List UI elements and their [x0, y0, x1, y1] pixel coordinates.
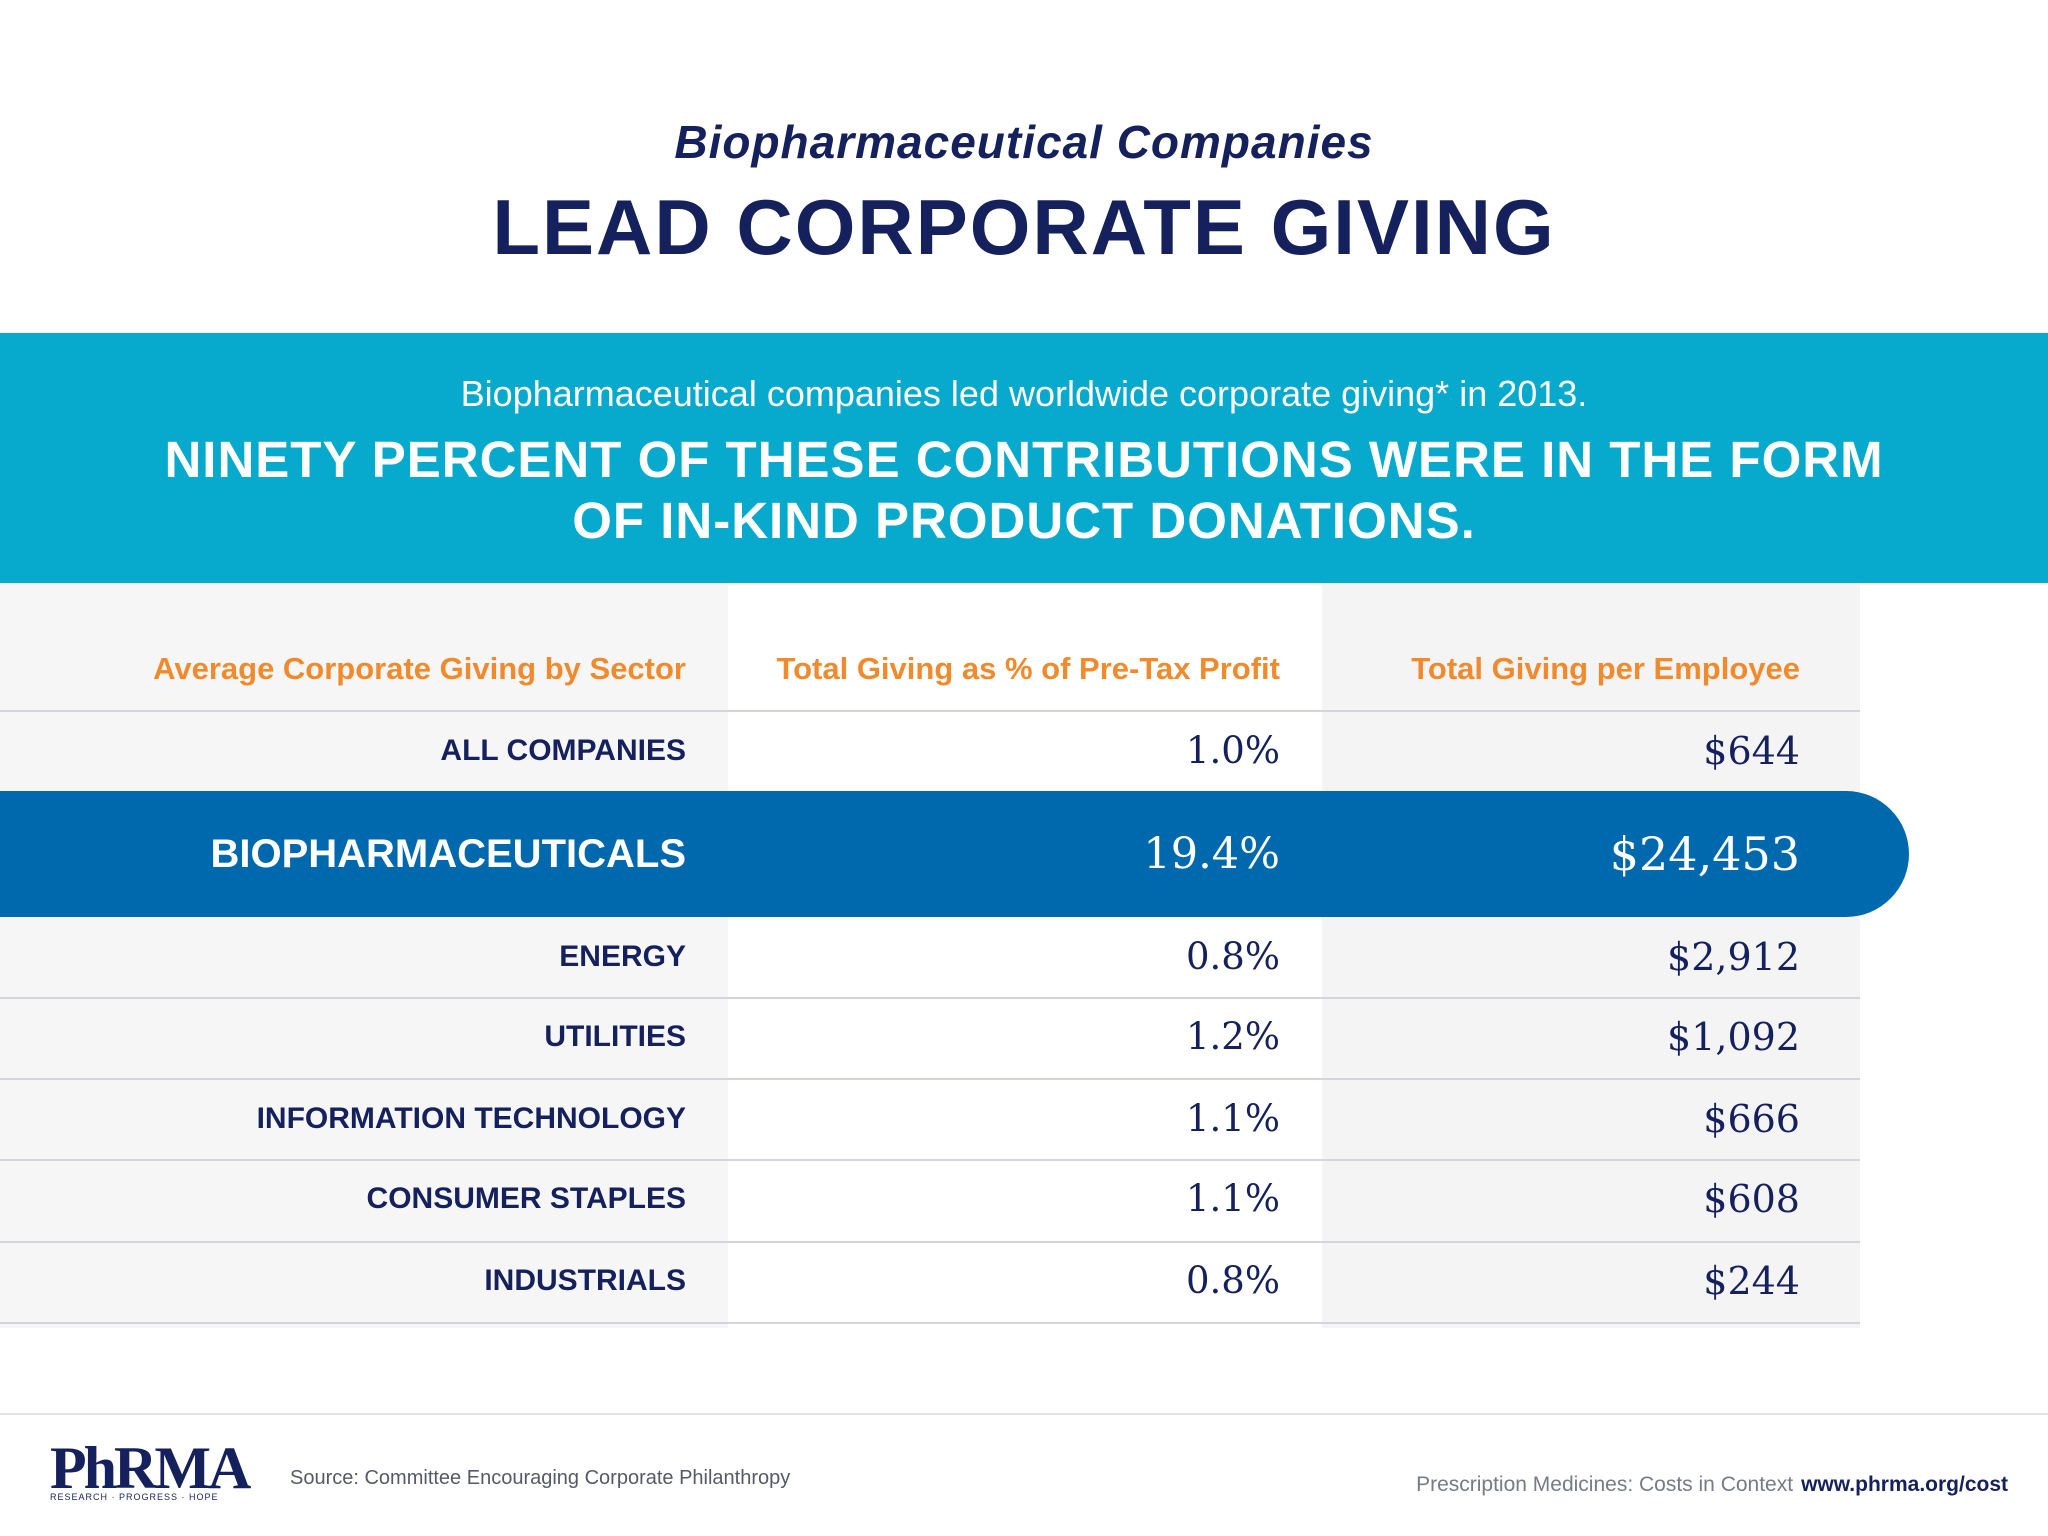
tagline-text: Prescription Medicines: Costs in Context: [1416, 1473, 1794, 1496]
employee-cell: $24,453: [1609, 827, 1800, 881]
row-divider: [0, 710, 1860, 712]
subtitle: Biopharmaceutical Companies: [674, 116, 1374, 168]
sector-cell: ALL COMPANIES: [440, 734, 686, 767]
page-title: LEAD CORPORATE GIVING: [492, 183, 1556, 271]
sector-cell: INFORMATION TECHNOLOGY: [256, 1102, 686, 1135]
header: Biopharmaceutical Companies LEAD CORPORA…: [0, 0, 2048, 333]
column-header-pct: Total Giving as % of Pre-Tax Profit: [776, 651, 1280, 686]
pct-cell: 19.4%: [1143, 829, 1280, 879]
banner: Biopharmaceutical companies led worldwid…: [0, 333, 2048, 583]
row-divider: [0, 1241, 1860, 1243]
row-divider: [0, 1078, 1860, 1080]
table-row: ENERGY 0.8% $2,912: [0, 917, 1860, 997]
pct-cell: 0.8%: [1186, 1259, 1280, 1302]
column-background-employee: [1322, 583, 1860, 1328]
table-row: ALL COMPANIES 1.0% $644: [0, 711, 1860, 791]
banner-intro: Biopharmaceutical companies led worldwid…: [460, 373, 1588, 414]
sector-cell: UTILITIES: [544, 1020, 686, 1053]
column-header-sector: Average Corporate Giving by Sector: [153, 651, 686, 686]
sector-cell: INDUSTRIALS: [484, 1264, 686, 1297]
employee-cell: $644: [1703, 729, 1800, 773]
logo-tagline: RESEARCH · PROGRESS · HOPE: [50, 1492, 219, 1502]
pct-cell: 0.8%: [1186, 935, 1280, 978]
sector-cell: BIOPHARMACEUTICALS: [210, 832, 686, 876]
sector-cell: ENERGY: [559, 940, 686, 973]
employee-cell: $1,092: [1667, 1015, 1800, 1059]
table-row: INDUSTRIALS 0.8% $244: [0, 1241, 1860, 1321]
row-divider: [0, 997, 1860, 999]
row-divider: [0, 1322, 1860, 1324]
footer-tagline: Prescription Medicines: Costs in Context…: [1416, 1473, 2008, 1497]
table-row: INFORMATION TECHNOLOGY 1.1% $666: [0, 1079, 1860, 1159]
banner-headline-line1: NINETY PERCENT OF THESE CONTRIBUTIONS WE…: [164, 431, 1884, 488]
banner-headline: NINETY PERCENT OF THESE CONTRIBUTIONS WE…: [160, 429, 1888, 551]
pct-cell: 1.1%: [1186, 1097, 1280, 1140]
footer-url[interactable]: www.phrma.org/cost: [1801, 1473, 2008, 1496]
pct-cell: 1.2%: [1186, 1015, 1280, 1058]
highlight-bar: [0, 791, 1909, 917]
column-background-sector: [0, 583, 728, 1328]
employee-cell: $666: [1703, 1097, 1800, 1141]
employee-cell: $2,912: [1667, 935, 1800, 979]
banner-headline-line2: OF IN-KIND PRODUCT DONATIONS.: [572, 492, 1476, 549]
source-note: Source: Committee Encouraging Corporate …: [290, 1467, 791, 1489]
logo-wordmark: PhRMA: [50, 1435, 251, 1501]
table-row: BIOPHARMACEUTICALS 19.4% $24,453: [0, 791, 1860, 917]
pct-cell: 1.0%: [1186, 729, 1280, 772]
employee-cell: $608: [1703, 1177, 1800, 1221]
phrma-logo: PhRMA RESEARCH · PROGRESS · HOPE: [50, 1435, 251, 1506]
sector-cell: CONSUMER STAPLES: [366, 1182, 686, 1215]
employee-cell: $244: [1703, 1259, 1800, 1303]
row-divider: [0, 1159, 1860, 1161]
column-background-pct: [728, 583, 1322, 1328]
footer-divider: [0, 1413, 2048, 1415]
pct-cell: 1.1%: [1186, 1177, 1280, 1220]
giving-table: Average Corporate Giving by Sector Total…: [0, 583, 2048, 1333]
column-header-employee: Total Giving per Employee: [1411, 651, 1800, 686]
table-row: UTILITIES 1.2% $1,092: [0, 997, 1860, 1077]
table-row: CONSUMER STAPLES 1.1% $608: [0, 1159, 1860, 1239]
